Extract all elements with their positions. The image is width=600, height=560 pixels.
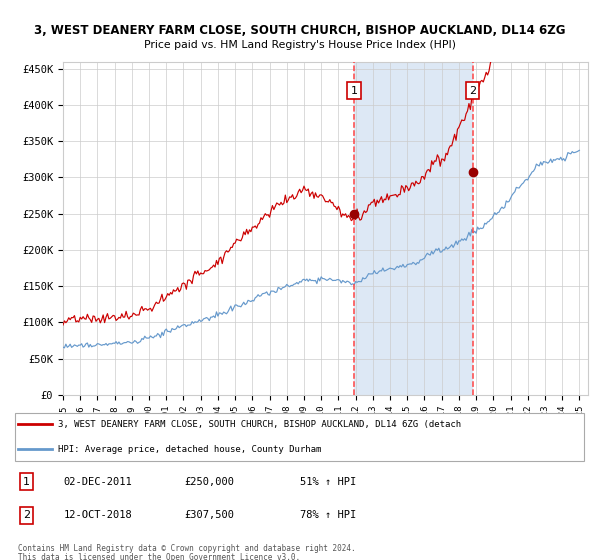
Text: £250,000: £250,000: [185, 477, 235, 487]
Text: 51% ↑ HPI: 51% ↑ HPI: [300, 477, 356, 487]
Text: 1: 1: [23, 477, 30, 487]
Text: 12-OCT-2018: 12-OCT-2018: [64, 510, 133, 520]
Text: Contains HM Land Registry data © Crown copyright and database right 2024.: Contains HM Land Registry data © Crown c…: [18, 544, 356, 553]
Text: 1: 1: [351, 86, 358, 96]
Text: 2: 2: [23, 510, 30, 520]
Text: 02-DEC-2011: 02-DEC-2011: [64, 477, 133, 487]
Text: This data is licensed under the Open Government Licence v3.0.: This data is licensed under the Open Gov…: [18, 553, 300, 560]
Text: 78% ↑ HPI: 78% ↑ HPI: [300, 510, 356, 520]
Text: 3, WEST DEANERY FARM CLOSE, SOUTH CHURCH, BISHOP AUCKLAND, DL14 6ZG (detach: 3, WEST DEANERY FARM CLOSE, SOUTH CHURCH…: [58, 419, 461, 429]
Bar: [354, 62, 472, 395]
Text: 3, WEST DEANERY FARM CLOSE, SOUTH CHURCH, BISHOP AUCKLAND, DL14 6ZG: 3, WEST DEANERY FARM CLOSE, SOUTH CHURCH…: [34, 24, 566, 36]
Text: Price paid vs. HM Land Registry's House Price Index (HPI): Price paid vs. HM Land Registry's House …: [144, 40, 456, 50]
Text: 2: 2: [469, 86, 476, 96]
Text: £307,500: £307,500: [185, 510, 235, 520]
Text: HPI: Average price, detached house, County Durham: HPI: Average price, detached house, Coun…: [58, 445, 322, 454]
FancyBboxPatch shape: [15, 413, 584, 461]
